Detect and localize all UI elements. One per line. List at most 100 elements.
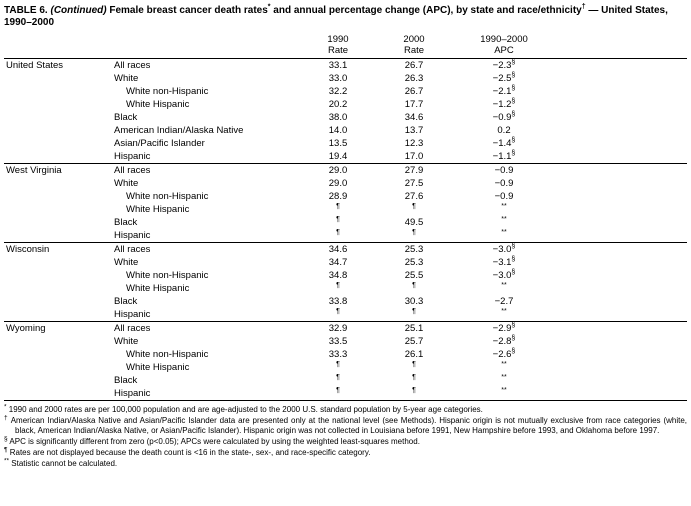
state-name: Wisconsin [4, 242, 114, 256]
rate-2000-cell: 26.3 [404, 73, 424, 84]
state-name [4, 216, 114, 229]
apc-cell: −2.8§ [492, 334, 516, 347]
rate-2000-cell: 25.7 [404, 336, 424, 347]
filler-cell [554, 203, 687, 216]
rate-2000-cell: 27.5 [404, 178, 424, 189]
table-row: Hispanic 19.4 17.0 −1.1§ [4, 150, 687, 164]
state-name [4, 269, 114, 282]
rate-2000-cell: 17.7 [404, 99, 424, 110]
race-ethnicity-label: White Hispanic [126, 362, 190, 373]
race-ethnicity-label: Hispanic [114, 230, 151, 241]
title-table-number: TABLE 6. [4, 5, 51, 16]
race-ethnicity-label: White [114, 336, 139, 347]
race-ethnicity-label: Asian/Pacific Islander [114, 138, 205, 149]
race-ethnicity-label: White [114, 178, 139, 189]
state-name: West Virginia [4, 163, 114, 177]
race-ethnicity-label: White non-Hispanic [126, 86, 209, 97]
apc-cell: −2.5§ [492, 71, 516, 84]
race-ethnicity-label: White [114, 73, 139, 84]
state-name [4, 85, 114, 98]
table-row: Black 38.0 34.6 −0.9§ [4, 111, 687, 124]
apc-cell: −2.3§ [492, 58, 516, 71]
state-name [4, 387, 114, 401]
rate-1990-cell: 34.7 [328, 257, 348, 268]
race-ethnicity-label: White non-Hispanic [126, 349, 209, 360]
rate-2000-cell: ¶ [412, 281, 416, 289]
apc-cell: −2.7 [494, 296, 514, 307]
race-ethnicity-label: Black [114, 112, 138, 123]
table-row: Hispanic ¶ ¶ ** [4, 308, 687, 322]
table-row: Black 33.8 30.3 −2.7 [4, 295, 687, 308]
table-row: White non-Hispanic 34.8 25.5 −3.0§ [4, 269, 687, 282]
apc-cell: −0.9§ [492, 110, 516, 123]
footnote-marker: § [4, 435, 8, 443]
race-ethnicity-label: White Hispanic [126, 283, 190, 294]
state-name [4, 335, 114, 348]
table-row: White 34.7 25.3 −3.1§ [4, 256, 687, 269]
race-ethnicity-label: Black [114, 375, 138, 386]
rate-2000-cell: 17.0 [404, 151, 424, 162]
apc-cell: ** [501, 215, 507, 223]
rate-2000-cell: 25.5 [404, 270, 424, 281]
filler-cell [554, 177, 687, 190]
rate-1990-cell: 19.4 [328, 151, 348, 162]
filler-cell [554, 282, 687, 295]
table-row: White Hispanic ¶ ¶ ** [4, 361, 687, 374]
rate-1990-cell: 29.0 [302, 163, 374, 177]
rate-2000-cell: 27.9 [374, 163, 454, 177]
state-name [4, 374, 114, 387]
race-ethnicity-label: Hispanic [114, 309, 151, 320]
footnote: ¶ Rates are not displayed because the de… [4, 446, 371, 457]
table-row: Asian/Pacific Islander 13.5 12.3 −1.4§ [4, 137, 687, 150]
race-ethnicity-label: Black [114, 217, 138, 228]
filler-cell [554, 72, 687, 85]
filler-column-header [554, 35, 687, 59]
rate-2000-cell: ¶ [412, 307, 416, 315]
filler-cell [554, 321, 687, 335]
rate-1990-cell: 28.9 [328, 191, 348, 202]
footnote: § APC is significantly different from ze… [4, 435, 420, 446]
table-row: White 33.0 26.3 −2.5§ [4, 72, 687, 85]
rate-2000-cell: 25.3 [404, 257, 424, 268]
filler-cell [554, 124, 687, 137]
table-row: White Hispanic 20.2 17.7 −1.2§ [4, 98, 687, 111]
rate-1990-cell: 34.8 [328, 270, 348, 281]
apc-cell: −0.9 [454, 163, 554, 177]
state-name [4, 98, 114, 111]
apc-cell: ** [501, 360, 507, 368]
title-text-3: — United States, 1990–2000 [4, 5, 668, 28]
state-name [4, 72, 114, 85]
title-continued: (Continued) [50, 5, 107, 16]
state-name [4, 361, 114, 374]
apc-cell: 0.2 [497, 125, 511, 136]
table-row: White non-Hispanic 32.2 26.7 −2.1§ [4, 85, 687, 98]
race-ethnicity-label: All races [114, 321, 302, 335]
state-name [4, 256, 114, 269]
apc-cell: ** [454, 387, 554, 401]
apc-cell: −2.1§ [492, 84, 516, 97]
race-column-header [114, 35, 302, 59]
rate-1990-cell: ¶ [336, 281, 340, 289]
state-name [4, 137, 114, 150]
state-column-header [4, 35, 114, 59]
race-ethnicity-label: All races [114, 60, 151, 71]
footnote-marker: ** [4, 457, 10, 465]
rate-2000-cell: ¶ [412, 228, 416, 236]
header-1990-rate-label: Rate [327, 44, 349, 56]
apc-cell: −0.9 [494, 178, 514, 189]
rate-2000-cell: 26.7 [404, 86, 424, 97]
filler-cell [554, 229, 687, 243]
col-header-apc: 1990–2000 APC [454, 34, 554, 59]
header-apc-label: APC [494, 44, 514, 56]
header-row: 1990 Rate 2000 Rate 1990–2000 APC [4, 34, 687, 59]
filler-cell [554, 163, 687, 177]
data-table: 1990 Rate 2000 Rate 1990–2000 APC United St… [4, 34, 687, 401]
apc-cell: −1.1§ [492, 149, 516, 162]
state-name [4, 282, 114, 295]
filler-cell [554, 59, 687, 73]
header-2000-label: 2000 [403, 34, 425, 45]
race-ethnicity-label: White non-Hispanic [126, 270, 209, 281]
apc-cell: −3.1§ [492, 255, 516, 268]
table-body: United States All races 33.1 26.7 −2.3§ White… [4, 59, 687, 401]
footnote-marker: ¶ [4, 446, 8, 454]
